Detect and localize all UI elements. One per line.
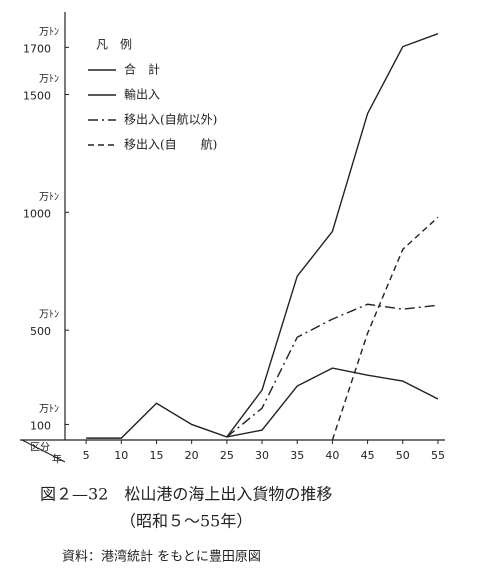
y-tick-label: 1700: [23, 42, 51, 55]
x-tick-label: 5: [83, 449, 90, 462]
x-axis-label: 年: [52, 453, 62, 466]
source: 資料：港湾統計 をもとに豊田原図: [62, 549, 261, 565]
corner-divider: [21, 439, 66, 463]
y-tick-label: 500: [30, 325, 51, 338]
legend-label: 移出入(自航以外): [124, 112, 217, 127]
chart-subtitle: （昭和５～55年）: [120, 512, 252, 531]
series-line: [86, 33, 439, 439]
series-line: [331, 216, 439, 441]
legend-label: 合 計: [124, 62, 160, 77]
x-tick-label: 55: [431, 449, 445, 462]
y-unit-label: 万ﾄﾝ: [39, 27, 59, 38]
legend-title: 凡 例: [96, 38, 132, 52]
legend-label: 輸出入: [124, 87, 160, 102]
x-tick-label: 25: [220, 449, 234, 462]
x-tick-label: 15: [149, 449, 163, 462]
y-unit-label: 万ﾄﾝ: [39, 74, 59, 85]
legend-label: 移出入(自 航): [124, 137, 217, 152]
y-tick-label: 100: [30, 419, 51, 432]
series-line: [226, 303, 439, 438]
x-tick-label: 30: [255, 449, 269, 462]
y-unit-label: 万ﾄﾝ: [39, 404, 59, 415]
x-tick-label: 40: [325, 449, 339, 462]
y-tick-label: 1500: [23, 89, 51, 102]
x-tick-label: 45: [361, 449, 375, 462]
x-tick-label: 10: [114, 449, 128, 462]
series-line: [226, 367, 439, 438]
chart-title: 図２—32 松山港の海上出入貨物の推移: [40, 485, 332, 504]
y-unit-label: 万ﾄﾝ: [39, 310, 59, 321]
y-unit-label: 万ﾄﾝ: [39, 192, 59, 203]
corner-label: 区分: [30, 442, 50, 454]
x-tick-label: 35: [290, 449, 304, 462]
x-tick-label: 50: [396, 449, 410, 462]
y-tick-label: 1000: [23, 207, 51, 220]
x-tick-label: 20: [185, 449, 199, 462]
